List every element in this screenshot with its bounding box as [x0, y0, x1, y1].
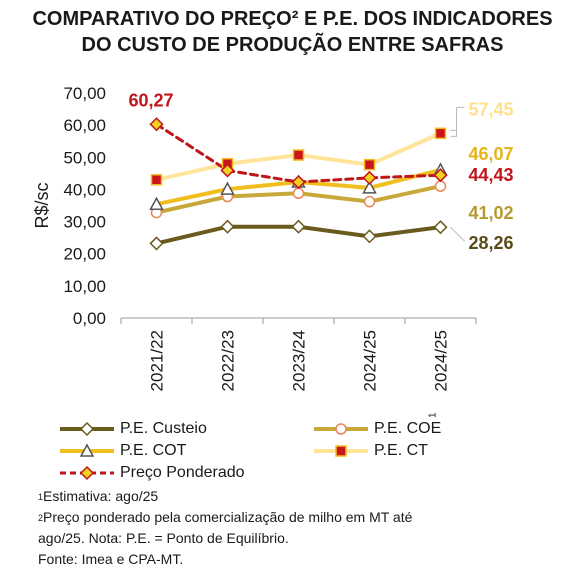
data-label-custeio: 28,26: [469, 233, 514, 253]
x-tick-label: 2021/22: [148, 330, 167, 391]
data-point-s4-2: [291, 174, 306, 190]
y-tick-label: 70,00: [63, 84, 106, 103]
data-point-s0-3: [362, 229, 377, 244]
y-tick-label: 40,00: [63, 180, 106, 199]
data-label-preco-first: 60,27: [129, 90, 174, 110]
data-point-s0-1: [220, 219, 235, 234]
data-point-s2-1: [220, 181, 235, 195]
data-point-s1-4: [434, 180, 447, 192]
legend-item-custeio: P.E. Custeio: [60, 418, 207, 440]
data-point-s3-3: [363, 158, 376, 171]
x-tick-label: 2023/24: [290, 330, 309, 391]
legend-swatch-ct: [314, 445, 368, 457]
line-chart: 0,00 10,00 20,00 30,00 40,00 50,00 60,00 70,00 R…: [32, 84, 514, 418]
footnote-2-marker: 2: [38, 513, 44, 523]
legend-swatch-coe: [314, 423, 368, 435]
chart-title-line-1: COMPARATIVO DO PREÇO² E P.E. DOS INDICAD…: [32, 8, 553, 30]
x-tick-label: 2024/25: [432, 330, 451, 391]
y-axis-label: R$/sc: [32, 182, 52, 228]
bracket-ct: [450, 129, 457, 137]
source-note: Fonte: Imea e CPA-MT.: [38, 551, 184, 567]
legend-item-ct: P.E. CT: [314, 440, 428, 462]
data-point-s2-3: [362, 180, 377, 194]
data-point-s3-2: [292, 149, 305, 161]
legend-item-cot: P.E. COT: [60, 440, 186, 462]
legend-label-ct: P.E. CT: [374, 442, 428, 459]
data-label-coe: 41,02: [469, 203, 514, 223]
chart-title-line-2: DO CUSTO DE PRODUÇÃO ENTRE SAFRAS: [81, 34, 504, 56]
footnotes: 1Estimativa: ago/25 2Preço ponderado pel…: [38, 486, 578, 570]
data-point-s0-2: [291, 219, 306, 234]
legend-swatch-custeio: [60, 421, 114, 437]
data-point-s4-1: [220, 163, 235, 178]
data-point-s0-0: [149, 236, 164, 251]
legend-label-custeio: P.E. Custeio: [120, 420, 207, 437]
y-tick-label: 60,00: [63, 116, 106, 135]
legend-label-preco: Preço Ponderado: [120, 464, 245, 481]
data-label-ct: 57,45: [469, 99, 514, 119]
data-point-s0-4: [433, 220, 448, 235]
y-tick-label: 30,00: [63, 213, 106, 232]
y-tick-label: 0,00: [73, 309, 106, 328]
footnote-2-text-a: Preço ponderado pela comercialização de …: [43, 509, 413, 525]
y-tick-label: 10,00: [63, 277, 106, 296]
data-point-s3-0: [150, 174, 163, 186]
chart-title: COMPARATIVO DO PREÇO² E P.E. DOS INDICAD…: [0, 6, 585, 58]
x-tick-superscript: 1: [428, 412, 439, 418]
legend: P.E. Custeio P.E. COE P.E. COT P.E. CT P…: [0, 418, 585, 488]
data-label-cot: 46,07: [469, 144, 514, 164]
legend-label-coe: P.E. COE: [374, 420, 442, 437]
data-label-preco-last: 44,43: [469, 165, 514, 185]
legend-item-coe: P.E. COE: [314, 418, 441, 440]
footnote-1-marker: 1: [38, 492, 44, 502]
x-tick-label: 2022/23: [219, 330, 238, 391]
footnote-1: 1Estimativa: ago/25: [38, 486, 578, 507]
data-point-s4-3: [362, 170, 377, 185]
legend-item-preco: Preço Ponderado: [60, 462, 245, 484]
y-tick-label: 50,00: [63, 148, 106, 167]
data-point-s4-4: [433, 168, 448, 183]
footnote-1-text: Estimativa: ago/25: [43, 488, 159, 504]
footnote-2-cont: ago/25. Nota: P.E. = Ponto de Equilíbrio…: [38, 530, 289, 546]
data-point-s1-3: [363, 195, 376, 208]
legend-label-cot: P.E. COT: [120, 442, 187, 459]
y-tick-label: 20,00: [63, 245, 106, 264]
leader-custeio: [450, 226, 465, 242]
data-point-s1-2: [292, 187, 305, 200]
footnote-2: 2Preço ponderado pela comercialização de…: [38, 507, 578, 528]
legend-swatch-cot: [60, 443, 114, 457]
data-point-s2-0: [149, 196, 164, 210]
legend-swatch-preco: [60, 465, 114, 481]
data-point-s3-4: [434, 127, 447, 140]
data-point-s4-0: [149, 117, 164, 132]
x-tick-label: 2024/25: [361, 330, 380, 391]
